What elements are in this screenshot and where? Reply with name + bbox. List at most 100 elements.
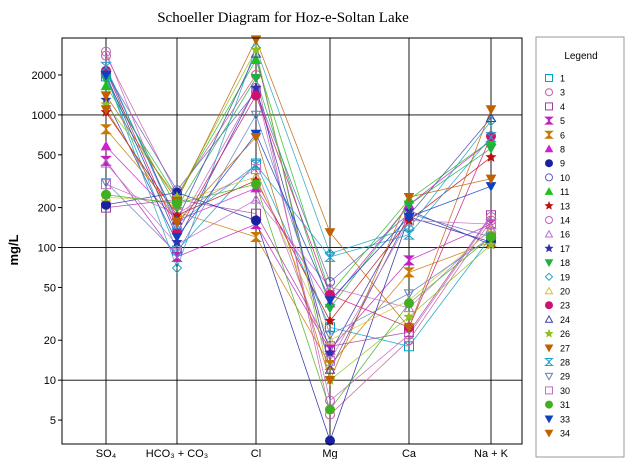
data-point-9 <box>101 199 111 210</box>
legend-entry-label: 19 <box>560 272 570 282</box>
series-line-24 <box>105 52 492 371</box>
legend-entry-label: 8 <box>560 145 565 155</box>
data-point-26 <box>250 43 262 55</box>
data-point-34 <box>403 192 415 203</box>
data-point-19 <box>250 42 262 54</box>
data-point-14 <box>101 46 111 57</box>
data-point-14 <box>486 211 496 222</box>
data-point-16 <box>485 222 497 233</box>
legend-marker-18 <box>544 259 554 268</box>
legend-marker-19 <box>544 272 554 282</box>
series-line-18 <box>105 76 492 309</box>
legend-marker-29 <box>544 372 554 381</box>
data-point-13 <box>324 315 336 326</box>
series-line-34 <box>105 109 492 382</box>
legend-entry-label: 30 <box>560 386 570 396</box>
legend-entry-label: 1 <box>560 74 565 84</box>
data-point-27 <box>324 228 336 238</box>
legend-marker-17 <box>544 243 554 253</box>
legend-entry-label: 27 <box>560 343 570 353</box>
legend: Legend 134568910111314161718192023242627… <box>535 36 625 458</box>
legend-entry-label: 24 <box>560 315 570 325</box>
data-point-26 <box>485 238 497 250</box>
x-tick-label: SO₄ <box>96 448 117 459</box>
legend-entry-label: 33 <box>560 414 570 424</box>
data-point-30 <box>101 179 111 190</box>
data-point-18 <box>250 73 262 84</box>
data-point-29 <box>324 330 336 341</box>
data-point-17 <box>250 82 262 93</box>
data-point-33 <box>324 296 336 306</box>
chart-title: Schoeller Diagram for Hoz-e-Soltan Lake <box>157 10 409 26</box>
data-point-34 <box>250 133 262 143</box>
plot-frame <box>61 37 523 445</box>
series-line-33 <box>105 74 492 302</box>
series-line-23 <box>105 70 492 328</box>
data-point-34 <box>485 174 497 185</box>
series-line-28 <box>105 66 492 258</box>
data-point-5 <box>403 255 415 266</box>
series-line-27 <box>105 38 492 329</box>
data-point-34 <box>324 376 336 386</box>
data-point-16 <box>100 157 112 168</box>
data-point-19 <box>171 262 183 274</box>
legend-entry-label: 18 <box>560 258 570 268</box>
data-point-19 <box>403 222 415 234</box>
y-tick-label: 1000 <box>32 110 56 122</box>
data-point-33 <box>403 212 415 223</box>
legend-marker-1 <box>545 74 553 82</box>
data-point-27 <box>485 105 497 115</box>
y-tick-label: 100 <box>38 243 56 255</box>
data-point-34 <box>100 105 112 115</box>
series-line-19 <box>105 46 492 270</box>
legend-marker-11 <box>544 187 554 195</box>
data-point-29 <box>171 249 183 260</box>
data-point-27 <box>403 323 415 333</box>
y-axis-ticks: 5 10 20 50 100 200 500 1000 2000 <box>32 70 62 427</box>
series-line-29 <box>105 113 492 336</box>
data-point-10 <box>325 276 335 287</box>
data-point-33 <box>100 70 112 81</box>
data-point-9 <box>251 215 261 226</box>
series-line-17 <box>105 86 492 355</box>
series-line-10 <box>105 71 492 283</box>
data-point-8 <box>100 140 112 151</box>
data-point-28 <box>403 229 415 240</box>
series-line-11 <box>105 58 492 295</box>
legend-entry-label: 34 <box>560 429 570 439</box>
data-point-20 <box>324 334 336 345</box>
data-point-30 <box>486 219 496 230</box>
x-tick-label: Ca <box>402 448 417 459</box>
data-point-18 <box>485 144 497 154</box>
x-tick-label: Mg <box>322 448 337 459</box>
legend-marker-34 <box>544 429 554 438</box>
data-point-1 <box>404 341 414 352</box>
legend-entry-label: 10 <box>560 173 570 183</box>
data-point-1 <box>251 158 261 169</box>
series-line-14 <box>105 51 492 402</box>
legend-entry-label: 23 <box>560 301 570 311</box>
legend-entry-label: 14 <box>560 216 570 226</box>
legend-marker-3 <box>545 88 553 97</box>
data-point-31 <box>404 298 414 309</box>
y-tick-label: 5 <box>50 415 56 427</box>
series-markers <box>100 35 497 446</box>
data-point-31 <box>486 232 496 243</box>
series-lines <box>105 38 492 442</box>
legend-marker-30 <box>545 386 553 395</box>
data-point-27 <box>250 35 262 46</box>
data-point-11 <box>250 54 262 64</box>
legend-entry-label: 3 <box>560 88 565 98</box>
series-line-30 <box>105 168 492 362</box>
data-point-17 <box>324 347 336 358</box>
legend-marker-27 <box>544 344 554 353</box>
data-point-3 <box>101 50 111 61</box>
legend-marker-20 <box>544 286 554 295</box>
data-point-24 <box>324 364 336 374</box>
data-point-6 <box>250 232 262 243</box>
legend-entry-label: 26 <box>560 329 570 339</box>
y-tick-label: 2000 <box>32 70 56 82</box>
y-tick-label: 20 <box>44 335 56 347</box>
data-point-6 <box>100 124 112 135</box>
